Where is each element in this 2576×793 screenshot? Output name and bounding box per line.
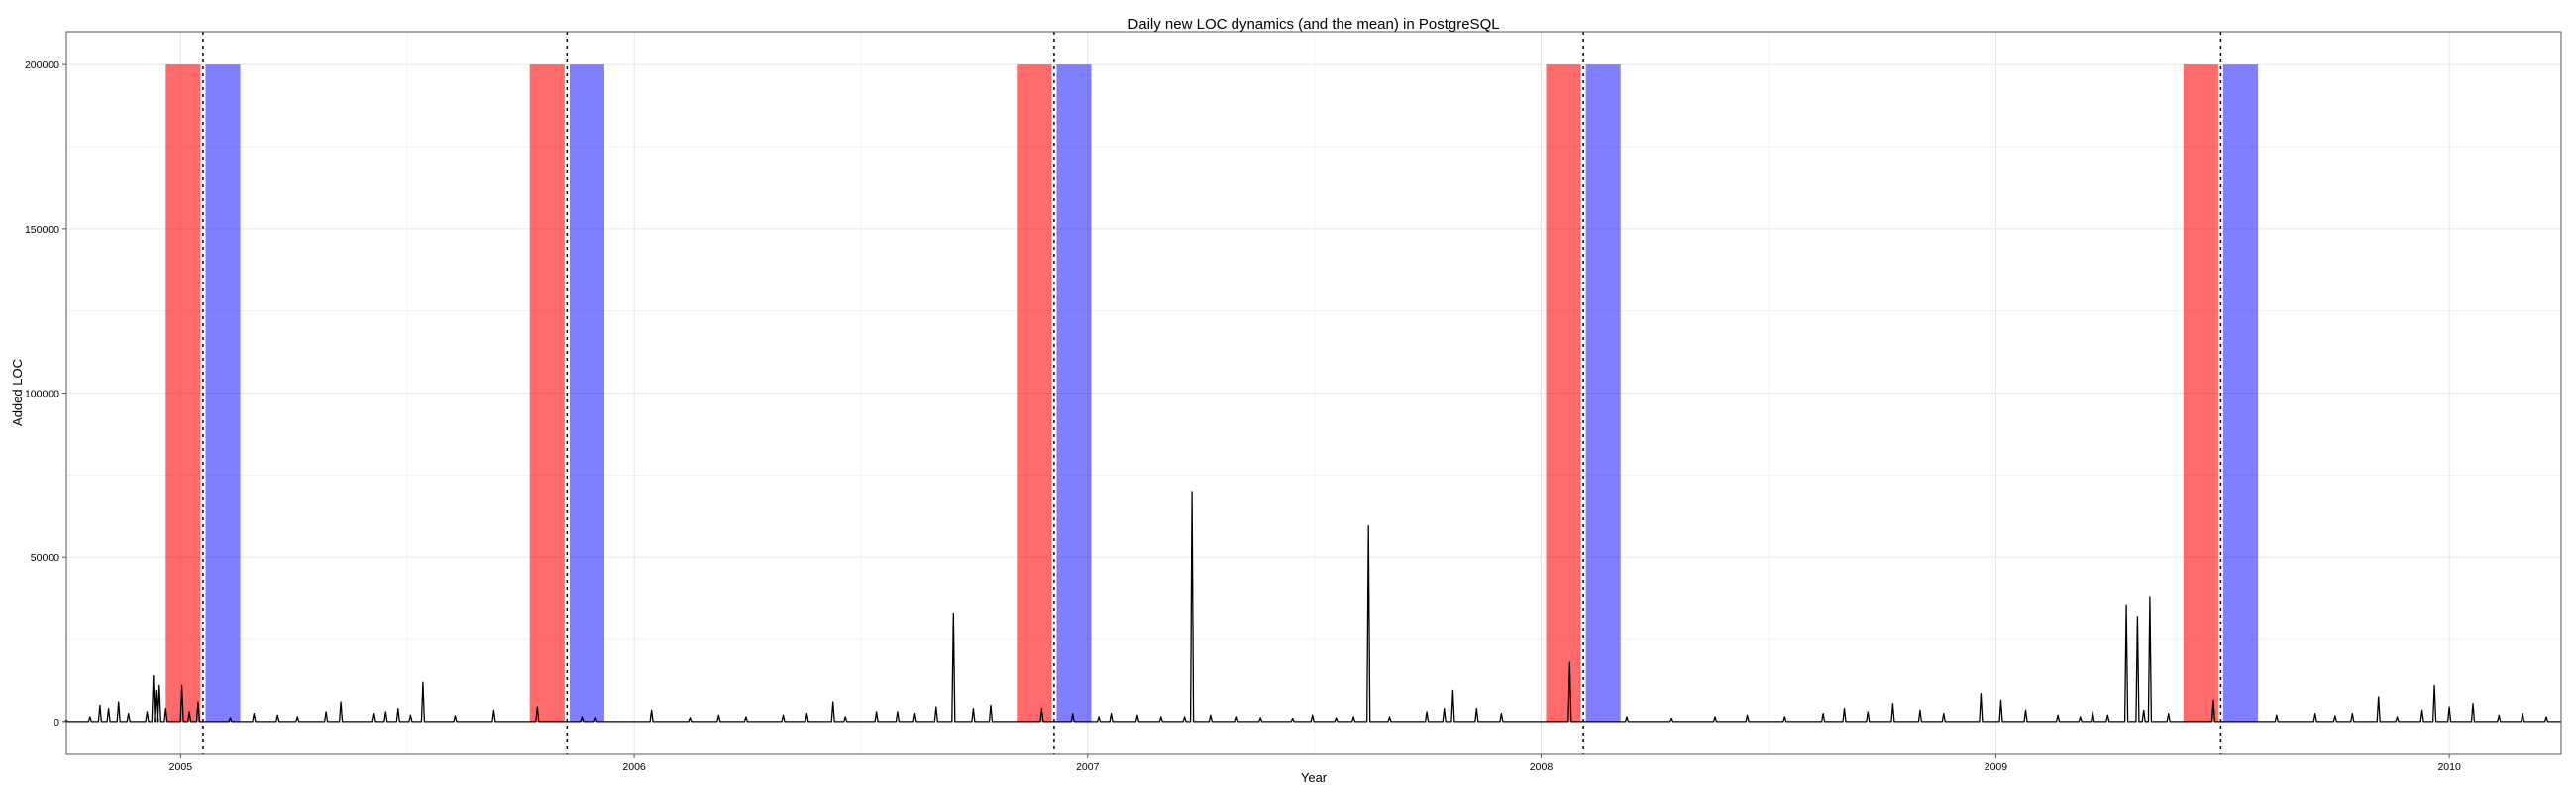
pre-release-band — [529, 64, 565, 722]
post-release-band — [2222, 64, 2259, 722]
series-line — [63, 491, 2561, 723]
x-ticks: 2005 2006 2007 2008 2009 2010 — [169, 754, 2461, 773]
release-lines — [202, 32, 2222, 754]
y-tick-label: 100000 — [25, 389, 59, 400]
x-tick-label: 2005 — [169, 761, 193, 773]
x-tick-label: 2010 — [2437, 761, 2461, 773]
y-tick-label: 50000 — [31, 552, 59, 564]
pre-release-band — [1546, 64, 1581, 722]
y-tick-label: 0 — [54, 717, 59, 729]
post-release-band — [569, 64, 604, 722]
pre-release-band — [1017, 64, 1052, 722]
y-tick-label: 200000 — [25, 59, 59, 71]
chart-title: Daily new LOC dynamics (and the mean) in… — [1127, 16, 1499, 33]
post-release-band — [205, 64, 241, 722]
y-axis-label: Added LOC — [10, 359, 25, 426]
x-tick-label: 2007 — [1076, 761, 1100, 773]
series — [63, 491, 2561, 723]
x-tick-label: 2009 — [1985, 761, 2008, 773]
pre-release-band — [2183, 64, 2218, 722]
post-release-band — [1056, 64, 1092, 722]
y-tick-label: 150000 — [25, 224, 59, 236]
pre-release-band — [165, 64, 201, 722]
bands — [165, 64, 2259, 722]
x-axis-label: Year — [1301, 770, 1328, 785]
x-tick-label: 2008 — [1530, 761, 1554, 773]
y-ticks: 0 50000 100000 150000 200000 — [25, 59, 66, 729]
post-release-band — [1585, 64, 1621, 722]
x-tick-label: 2006 — [622, 761, 646, 773]
